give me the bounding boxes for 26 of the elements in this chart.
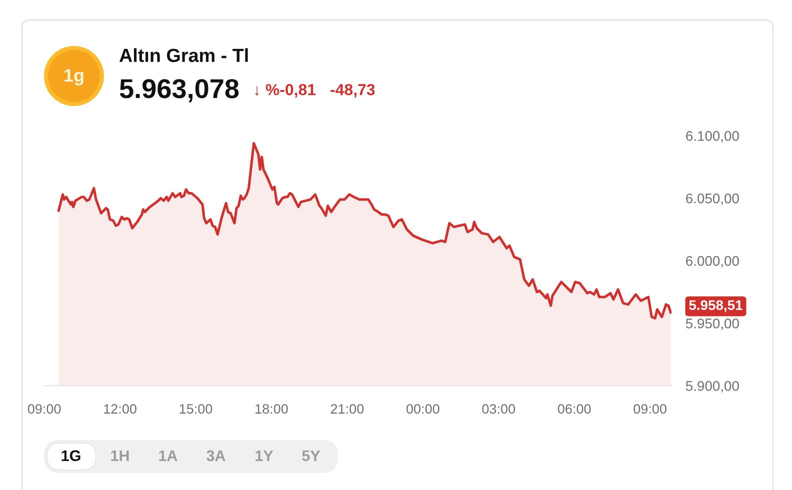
y-tick-label: 6.100,00 — [686, 131, 739, 143]
annotation: 5.958,51 — [689, 300, 742, 312]
y-tick-label: 6.000,00 — [686, 256, 739, 268]
x-tick-label: 09:00 — [634, 404, 666, 414]
text: -48,73 — [330, 84, 375, 98]
text: 1H — [111, 450, 129, 461]
text: 1A — [159, 450, 178, 461]
y-tick-label: 5.900,00 — [686, 381, 739, 393]
text: 3A — [206, 450, 226, 462]
x-tick-label: 06:00 — [558, 404, 591, 414]
y-tick-label: 6.050,00 — [686, 194, 739, 206]
x-tick-label: 09:00 — [28, 404, 61, 414]
chart-title: Altın Gram - Tl — [119, 48, 248, 62]
x-tick-label: 03:00 — [482, 404, 516, 414]
text: 5Y — [302, 450, 320, 462]
x-tick-label: 18:00 — [256, 404, 288, 414]
x-tick-label: 12:00 — [104, 404, 136, 414]
text: ↓ %-0,81 — [255, 84, 316, 98]
text: 1g — [64, 69, 84, 86]
x-tick-label: 21:00 — [330, 404, 364, 414]
chart-subtitle: 5.963,078 — [120, 79, 239, 102]
x-tick-label: 15:00 — [180, 404, 212, 414]
text: 1G — [62, 450, 80, 462]
text: 1Y — [256, 450, 274, 461]
x-tick-label: 00:00 — [406, 404, 440, 414]
y-tick-label: 5.950,00 — [686, 318, 739, 330]
